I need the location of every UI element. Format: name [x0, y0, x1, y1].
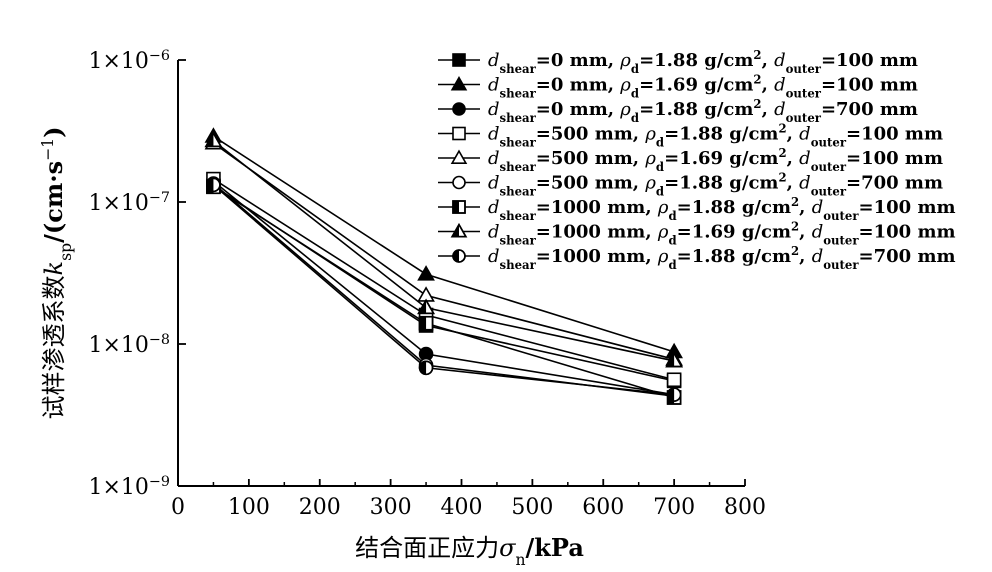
legend-entry-4: dshear=500 mm, ρd=1.88 g/cm2, douter=100… — [438, 122, 943, 150]
legend-marker — [452, 249, 466, 263]
legend-marker — [450, 149, 468, 164]
legend-label: dshear=1000 mm, ρd=1.88 g/cm2, douter=10… — [488, 195, 956, 223]
legend-label: dshear=1000 mm, ρd=1.88 g/cm2, douter=70… — [488, 244, 956, 272]
legend-entry-7: dshear=1000 mm, ρd=1.88 g/cm2, douter=10… — [438, 195, 956, 223]
legend-entry-3: dshear=0 mm, ρd=1.88 g/cm2, douter=700 m… — [438, 97, 918, 125]
legend-marker — [452, 175, 466, 190]
x-tick-label: 500 — [511, 495, 553, 520]
legend-entry-2: dshear=0 mm, ρd=1.69 g/cm2, douter=100 m… — [438, 73, 918, 101]
axes: 0 100 200 300 400 500 600 700 800 1×10−9 1×10−8 1×1… — [39, 48, 766, 569]
data-point-s8-2 — [417, 298, 435, 315]
legend-label: dshear=500 mm, ρd=1.88 g/cm2, douter=700… — [488, 171, 943, 199]
legend-label: dshear=0 mm, ρd=1.88 g/cm2, douter=100 m… — [488, 48, 918, 76]
legend-entry-6: dshear=500 mm, ρd=1.88 g/cm2, douter=700… — [438, 171, 943, 199]
legend-marker — [450, 222, 468, 238]
y-axis-label: 试样渗透系数ksp/(cm·s−1) — [39, 127, 75, 420]
legend-marker — [450, 75, 468, 91]
legend-entry-9: dshear=1000 mm, ρd=1.88 g/cm2, douter=70… — [438, 244, 956, 272]
legend-label: dshear=0 mm, ρd=1.69 g/cm2, douter=100 m… — [488, 73, 918, 101]
data-point-s8-1 — [204, 131, 223, 148]
data-point-s2-2 — [417, 265, 435, 281]
legend-entry-5: dshear=500 mm, ρd=1.69 g/cm2, douter=100… — [438, 146, 943, 174]
y-tick-label: 1×10−8 — [88, 332, 170, 358]
y-tick-label: 1×10−9 — [88, 474, 170, 500]
x-tick-label: 700 — [653, 495, 695, 520]
legend-label: dshear=500 mm, ρd=1.69 g/cm2, douter=100… — [488, 146, 943, 174]
data-point-s9-1 — [206, 177, 221, 193]
data-point-s7-2 — [418, 315, 434, 331]
x-axis-label: 结合面正应力σn/kPa — [355, 533, 584, 569]
x-tick-label: 400 — [441, 495, 483, 520]
x-tick-label: 600 — [582, 495, 624, 520]
x-tick-label: 100 — [228, 495, 270, 520]
legend-marker — [452, 200, 466, 214]
data-point-s9-3 — [666, 387, 682, 402]
legend-label: dshear=500 mm, ρd=1.88 g/cm2, douter=100… — [488, 122, 943, 150]
legend-entry-1: dshear=0 mm, ρd=1.88 g/cm2, douter=100 m… — [438, 48, 918, 76]
x-tick-label: 0 — [171, 495, 185, 520]
legend-label: dshear=1000 mm, ρd=1.69 g/cm2, douter=10… — [488, 220, 956, 248]
legend-marker — [452, 53, 466, 67]
series-markers — [204, 127, 683, 405]
x-tick-label: 800 — [724, 495, 766, 520]
x-tick-label: 200 — [299, 495, 341, 520]
data-point-s4-3 — [666, 372, 682, 388]
y-tick-label: 1×10−6 — [88, 48, 170, 74]
legend: dshear=0 mm, ρd=1.88 g/cm2, douter=100 m… — [438, 48, 956, 272]
x-tick-label: 300 — [370, 495, 412, 520]
legend-label: dshear=0 mm, ρd=1.88 g/cm2, douter=700 m… — [488, 97, 918, 125]
legend-marker — [452, 102, 466, 116]
data-point-s8-3 — [665, 351, 683, 368]
legend-marker — [452, 126, 466, 141]
legend-entry-8: dshear=1000 mm, ρd=1.69 g/cm2, douter=10… — [438, 220, 956, 248]
data-point-s9-2 — [418, 360, 434, 376]
y-tick-label: 1×10−7 — [88, 190, 170, 216]
